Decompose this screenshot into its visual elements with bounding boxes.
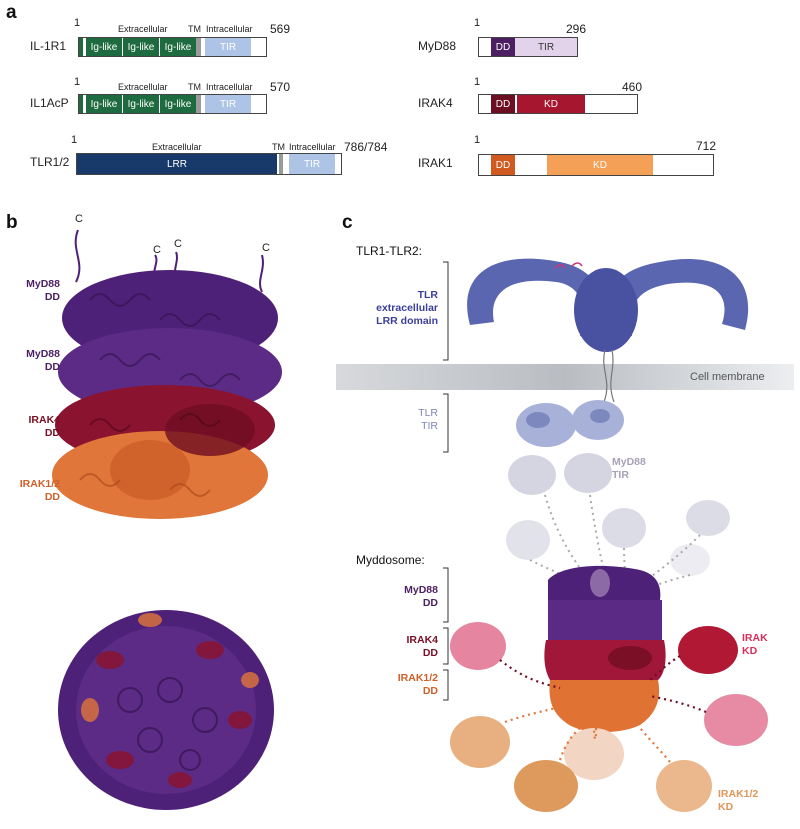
death-domain-top-view	[58, 610, 274, 810]
label-intracellular: Intracellular	[206, 24, 253, 34]
label-myddosome-irak4-dd: IRAK4 DD	[406, 634, 438, 659]
tir-domain: TIR	[205, 38, 251, 56]
label-tlr-extracellular-lrr: TLR extracellular LRR domain	[376, 289, 438, 327]
protein-bar: DD KD	[478, 94, 638, 114]
protein-name-il1r1: IL-1R1	[30, 39, 67, 53]
c-terminus-label: C	[174, 238, 182, 250]
label-myddosome-myd88-dd: MyD88 DD	[404, 584, 438, 609]
kd-domain: KD	[547, 155, 653, 175]
label-intracellular: Intracellular	[206, 82, 253, 92]
dd-domain: DD	[491, 38, 515, 56]
label-myd88-tir: MyD88 TIR	[612, 456, 646, 481]
tm-segment	[196, 95, 201, 113]
residue-end: 460	[622, 80, 643, 94]
kd-domain: KD	[517, 95, 585, 113]
label-tm: TM	[272, 142, 285, 152]
label-brackets	[443, 261, 449, 701]
dd-domain: DD	[491, 155, 515, 175]
tlr-tir-structures	[516, 400, 624, 447]
c-terminus-label: C	[262, 242, 270, 254]
label-myddosome-irak12-dd: IRAK1/2 DD	[397, 672, 438, 697]
label-tlr1-tlr2: TLR1-TLR2:	[356, 244, 423, 258]
ig-like-domain-1: Ig-like	[86, 38, 122, 56]
myd88-tir-structures	[506, 453, 730, 576]
residue-start: 1	[474, 76, 481, 88]
signal-segment	[79, 95, 83, 113]
tir-domain: TIR	[515, 38, 577, 56]
residue-start: 1	[71, 134, 78, 146]
protein-bar: DD TIR	[478, 37, 578, 57]
ig-like-domain-2: Ig-like	[123, 38, 159, 56]
label-extracellular: Extracellular	[118, 82, 168, 92]
protein-bar: DD KD	[478, 154, 714, 176]
tir-domain: TIR	[289, 154, 335, 174]
lrr-domain: LRR	[77, 154, 277, 174]
residue-start: 1	[474, 134, 481, 146]
panel-letter-c: c	[342, 212, 353, 233]
label-tm: TM	[188, 82, 201, 92]
signal-segment	[79, 38, 83, 56]
protein-name-tlr12: TLR1/2	[30, 155, 70, 169]
protein-name-irak1: IRAK1	[418, 156, 453, 170]
label-extracellular: Extracellular	[118, 24, 168, 34]
tlr-lrr-structure	[467, 258, 749, 352]
protein-bar: Ig-like Ig-like Ig-like TIR	[78, 94, 267, 114]
tm-segment	[196, 38, 201, 56]
residue-end: 569	[270, 22, 291, 36]
irak-kinase-structures	[450, 622, 768, 812]
protein-name-irak4: IRAK4	[418, 96, 453, 110]
myddosome-surface	[544, 565, 666, 733]
dd-domain: DD	[491, 95, 515, 113]
ig-like-domain-2: Ig-like	[123, 95, 159, 113]
panel-letter-b: b	[6, 212, 18, 233]
protein-bar: Ig-like Ig-like Ig-like TIR	[78, 37, 267, 57]
label-irak12-kd: IRAK1/2 KD	[718, 788, 759, 813]
label-irak-kd: IRAK KD	[742, 632, 768, 657]
residue-end: 786/784	[344, 140, 388, 154]
ig-like-domain-1: Ig-like	[86, 95, 122, 113]
label-tlr-tir: TLR TIR	[418, 407, 438, 432]
residue-end: 296	[566, 22, 587, 36]
residue-end: 570	[270, 80, 291, 94]
residue-start: 1	[74, 76, 81, 88]
cell-membrane-band	[336, 364, 794, 390]
label-cell-membrane: Cell membrane	[690, 371, 765, 383]
residue-start: 1	[474, 17, 481, 29]
tir-domain: TIR	[205, 95, 251, 113]
c-terminus-label: C	[75, 213, 83, 225]
label-tm: TM	[188, 24, 201, 34]
protein-name-myd88: MyD88	[418, 39, 457, 53]
kinase-linker-lines	[499, 655, 707, 763]
protein-name-il1acp: IL1AcP	[30, 96, 69, 110]
residue-start: 1	[74, 17, 81, 29]
label-extracellular: Extracellular	[152, 142, 202, 152]
label-irak12-dd: IRAK1/2 DD	[19, 478, 60, 503]
protein-bar: LRR TIR	[76, 153, 342, 175]
tm-segment	[279, 154, 283, 174]
label-myddosome: Myddosome:	[356, 553, 425, 567]
label-myd88-dd-upper: MyD88 DD	[26, 278, 60, 303]
residue-end: 712	[696, 139, 717, 153]
ig-like-domain-3: Ig-like	[160, 38, 196, 56]
panel-letter-a: a	[6, 2, 17, 23]
label-irak4-dd: IRAK4 DD	[28, 414, 60, 439]
label-myd88-dd-lower: MyD88 DD	[26, 348, 60, 373]
ig-like-domain-3: Ig-like	[160, 95, 196, 113]
death-domain-side-view	[52, 229, 282, 519]
c-terminus-label: C	[153, 244, 161, 256]
label-intracellular: Intracellular	[289, 142, 336, 152]
